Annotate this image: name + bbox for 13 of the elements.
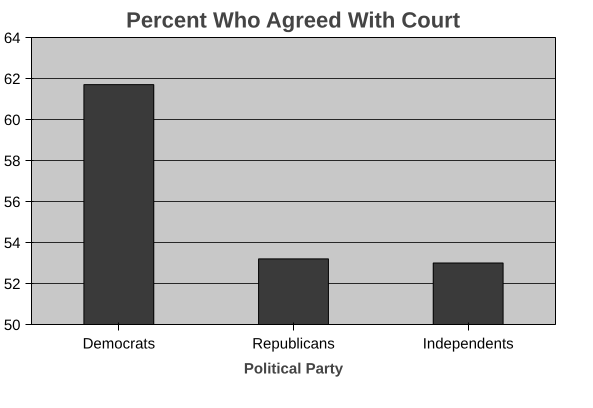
x-tick-label: Republicans: [252, 336, 335, 352]
y-tick-label: 58: [4, 153, 21, 170]
x-tick-label: Democrats: [82, 336, 156, 352]
y-tick-label: 62: [4, 71, 21, 88]
y-tick-label: 56: [4, 194, 21, 211]
x-axis-title: Political Party: [244, 360, 344, 378]
chart-title: Percent Who Agreed With Court: [126, 8, 461, 32]
x-tick-label: Independents: [422, 336, 514, 352]
y-tick-label: 60: [4, 112, 21, 129]
y-tick-label: 52: [4, 276, 21, 293]
y-tick-label: 50: [4, 317, 21, 334]
y-tick-label: 54: [4, 235, 21, 252]
y-tick-label: 64: [4, 30, 21, 47]
